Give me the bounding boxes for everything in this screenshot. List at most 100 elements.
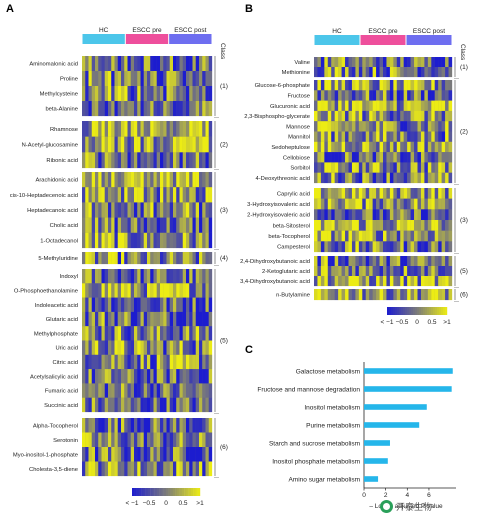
heat-cell [150, 383, 154, 398]
heat-cell [369, 57, 373, 68]
heat-cell [111, 283, 115, 298]
heat-cell [393, 152, 397, 163]
heat-cell [414, 121, 418, 132]
heat-cell [403, 80, 408, 91]
heat-cell [202, 252, 206, 265]
heat-cell [160, 56, 164, 72]
heat-cell [372, 266, 377, 277]
heat-cell [143, 432, 148, 448]
heat-cell [108, 172, 112, 188]
heat-cell [147, 269, 151, 284]
heat-cell [424, 188, 428, 199]
heat-cell [108, 418, 112, 433]
heat-cell [355, 230, 359, 242]
heat-cell [143, 202, 148, 218]
heat-cell [130, 397, 135, 413]
heat-cell [143, 397, 148, 413]
row-label-o-phosphoethanolamine: O-Phosphoethanolamine [14, 288, 78, 294]
heat-cell [338, 152, 342, 163]
heat-cell [417, 256, 422, 267]
heat-cell [182, 369, 187, 384]
heat-cell [331, 100, 335, 111]
heat-cell [389, 80, 394, 91]
heat-cell [403, 256, 408, 267]
heat-cell [414, 230, 418, 242]
heat-cell [108, 297, 112, 312]
group-label-escc-post: ESCC post [174, 27, 206, 34]
heat-cell [438, 230, 442, 242]
heat-cell [88, 56, 92, 72]
heat-cell [199, 101, 203, 117]
heat-cell [441, 172, 446, 184]
heat-cell [91, 232, 96, 249]
heat-cell [420, 230, 425, 242]
heat-cell [88, 418, 92, 433]
heat-cell [137, 283, 141, 298]
colorbar-segment [389, 307, 392, 315]
heat-cell [176, 71, 180, 87]
heat-cell [124, 152, 128, 169]
heat-cell [169, 369, 174, 384]
heat-cell [327, 276, 332, 287]
heat-cell [104, 187, 109, 203]
heat-cell [407, 209, 411, 221]
heat-cell [314, 172, 318, 184]
heat-cell [166, 121, 170, 137]
row-label-3-4-dihydroxybutanoic-acid: 3,4-Dihydroxybutanoic acid [240, 279, 310, 285]
heat-cell [379, 162, 384, 173]
heat-cell [420, 90, 425, 101]
heat-cell [189, 397, 193, 413]
heat-cell [101, 397, 105, 413]
heat-cell [114, 369, 118, 384]
heat-cell [365, 121, 370, 132]
heat-cell [101, 283, 105, 298]
heat-cell [448, 90, 453, 101]
heat-cell [407, 276, 411, 287]
heat-cell [195, 397, 200, 413]
heat-cell [358, 172, 363, 184]
heat-cell [101, 232, 105, 249]
heat-cell [372, 188, 377, 199]
heat-cell [205, 283, 209, 298]
heat-cell [121, 252, 125, 265]
heat-cell [199, 232, 203, 249]
heat-cell [143, 86, 148, 102]
heat-cell [341, 289, 346, 301]
heat-cell [314, 57, 318, 68]
heat-cell [317, 131, 322, 142]
heat-cell [186, 187, 190, 203]
heat-cell [166, 461, 170, 477]
heat-cell [445, 198, 449, 210]
heat-cell [95, 447, 99, 462]
heat-cell [150, 56, 154, 72]
heat-cell [438, 220, 442, 231]
heat-cell [427, 162, 432, 173]
heat-cell [85, 86, 89, 102]
heat-cell [156, 340, 161, 355]
heat-cell [372, 256, 377, 267]
heat-cell [189, 101, 193, 117]
heat-cell [348, 256, 353, 267]
heat-cell [383, 289, 387, 301]
heat-cell [383, 230, 387, 242]
heat-cell [420, 110, 425, 122]
heat-cell [121, 461, 125, 477]
heat-cell [108, 71, 112, 87]
panel-letter-a: A [6, 3, 14, 15]
heat-cell [189, 354, 193, 370]
heat-cell [199, 86, 203, 102]
heat-cell [345, 57, 349, 68]
heat-cell [147, 369, 151, 384]
heat-cell [111, 86, 115, 102]
heat-cell [134, 56, 138, 72]
heat-cell [95, 340, 99, 355]
heat-cell [334, 121, 339, 132]
heat-cell [202, 340, 206, 355]
heat-cell [95, 187, 99, 203]
heat-cell [383, 110, 387, 122]
watermark-text: 开泰生物 [396, 501, 433, 512]
heat-cell [400, 230, 404, 242]
heat-cell [362, 276, 366, 287]
heat-cell [163, 136, 167, 153]
heat-cell [348, 57, 353, 68]
